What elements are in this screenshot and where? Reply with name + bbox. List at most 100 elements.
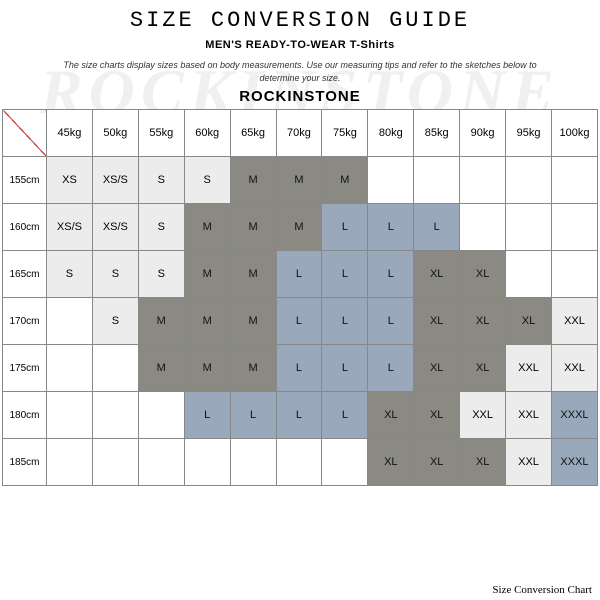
table-row: 170cmSMMMLLLXLXLXLXXL (3, 298, 598, 345)
row-header: 185cm (3, 439, 47, 486)
subtitle: MEN'S READY-TO-WEAR T-Shirts (0, 39, 600, 51)
size-cell: M (184, 204, 230, 251)
header: SIZE CONVERSION GUIDE MEN'S READY-TO-WEA… (0, 0, 600, 109)
col-header: 45kg (47, 110, 93, 157)
table-row: 180cmLLLLXLXLXXLXXLXXXL (3, 392, 598, 439)
row-header: 180cm (3, 392, 47, 439)
size-cell: L (276, 251, 322, 298)
size-cell: XL (506, 298, 552, 345)
size-cell: M (184, 345, 230, 392)
row-header: 160cm (3, 204, 47, 251)
description: The size charts display sizes based on b… (60, 59, 540, 84)
size-cell: XL (414, 298, 460, 345)
size-cell (92, 392, 138, 439)
size-cell: M (276, 157, 322, 204)
size-cell: L (276, 298, 322, 345)
brand-name: ROCKINSTONE (0, 88, 600, 105)
size-cell: L (276, 345, 322, 392)
row-header: 175cm (3, 345, 47, 392)
size-cell: M (230, 345, 276, 392)
size-cell: L (322, 392, 368, 439)
size-cell: M (184, 251, 230, 298)
caption: Size Conversion Chart (492, 584, 592, 596)
size-cell: S (138, 204, 184, 251)
size-cell (460, 204, 506, 251)
size-cell: XXL (551, 345, 597, 392)
col-header: 65kg (230, 110, 276, 157)
size-cell (184, 439, 230, 486)
col-header: 80kg (368, 110, 414, 157)
row-header: 170cm (3, 298, 47, 345)
col-header: 85kg (414, 110, 460, 157)
size-cell (506, 157, 552, 204)
size-cell (47, 439, 93, 486)
size-cell: XS (47, 157, 93, 204)
table-row: 160cmXS/SXS/SSMMMLLL (3, 204, 598, 251)
size-cell: M (138, 298, 184, 345)
size-table-container: 45kg50kg55kg60kg65kg70kg75kg80kg85kg90kg… (0, 109, 600, 486)
size-cell: XXXL (551, 439, 597, 486)
size-cell (506, 251, 552, 298)
size-cell: L (322, 251, 368, 298)
size-cell (551, 251, 597, 298)
size-cell (460, 157, 506, 204)
size-cell: XXL (506, 392, 552, 439)
size-cell: XS/S (92, 204, 138, 251)
size-cell: M (230, 204, 276, 251)
size-cell: L (368, 345, 414, 392)
size-cell (276, 439, 322, 486)
col-header: 55kg (138, 110, 184, 157)
col-header: 90kg (460, 110, 506, 157)
page-title: SIZE CONVERSION GUIDE (0, 8, 600, 33)
size-cell: XXL (506, 439, 552, 486)
table-row: 155cmXSXS/SSSMMM (3, 157, 598, 204)
col-header: 50kg (92, 110, 138, 157)
size-cell (551, 157, 597, 204)
subtitle-category: T-Shirts (350, 39, 395, 51)
size-cell (92, 345, 138, 392)
size-cell: M (184, 298, 230, 345)
size-cell: L (368, 204, 414, 251)
table-row: 175cmMMMLLLXLXLXXLXXL (3, 345, 598, 392)
size-cell: M (230, 157, 276, 204)
size-cell (506, 204, 552, 251)
size-conversion-table: 45kg50kg55kg60kg65kg70kg75kg80kg85kg90kg… (2, 109, 598, 486)
size-cell: XL (414, 392, 460, 439)
size-cell: L (368, 298, 414, 345)
size-cell: L (276, 392, 322, 439)
size-cell: L (414, 204, 460, 251)
size-cell (138, 392, 184, 439)
size-cell: XL (414, 439, 460, 486)
size-cell: L (322, 345, 368, 392)
row-header: 155cm (3, 157, 47, 204)
table-row: 185cmXLXLXLXXLXXXL (3, 439, 598, 486)
size-cell: L (184, 392, 230, 439)
size-cell (47, 392, 93, 439)
size-cell: XL (460, 298, 506, 345)
size-cell (47, 298, 93, 345)
col-header: 95kg (506, 110, 552, 157)
subtitle-prefix: MEN'S READY-TO-WEAR (205, 39, 346, 51)
size-cell: S (184, 157, 230, 204)
size-cell (322, 439, 368, 486)
size-cell: L (368, 251, 414, 298)
size-cell: XL (460, 439, 506, 486)
size-cell: M (322, 157, 368, 204)
size-cell: XL (460, 251, 506, 298)
size-cell: XXL (506, 345, 552, 392)
size-cell: XS/S (47, 204, 93, 251)
size-cell: M (276, 204, 322, 251)
size-cell: XL (368, 392, 414, 439)
size-cell (47, 345, 93, 392)
size-cell (414, 157, 460, 204)
col-header: 70kg (276, 110, 322, 157)
size-cell (92, 439, 138, 486)
size-cell: XL (414, 345, 460, 392)
size-cell: L (322, 204, 368, 251)
size-cell: S (92, 298, 138, 345)
size-cell: M (230, 298, 276, 345)
size-cell: L (322, 298, 368, 345)
table-corner (3, 110, 47, 157)
table-row: 165cmSSSMMLLLXLXL (3, 251, 598, 298)
size-cell: S (92, 251, 138, 298)
